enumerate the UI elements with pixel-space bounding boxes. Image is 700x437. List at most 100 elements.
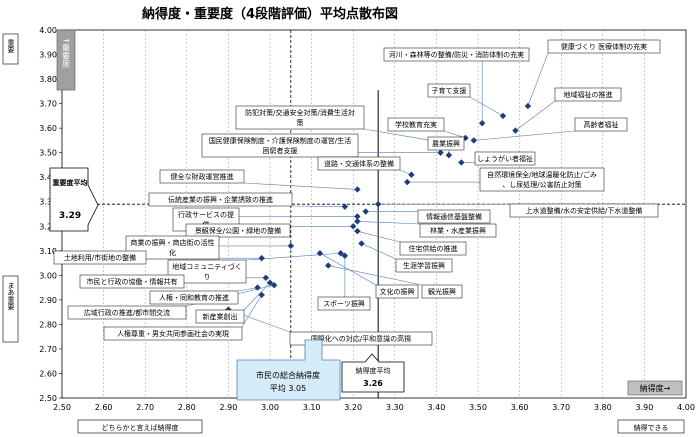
y-tick-label: 4.00 (39, 26, 57, 35)
point-label-text: 国民健康保険制度・介護保険制度の運営/生活困窮者支援 (209, 136, 351, 155)
x-tick-label: 3.20 (344, 403, 362, 412)
x-tick-label: 3.40 (427, 403, 445, 412)
point-label-box (159, 169, 245, 184)
y-tick-label: 3.80 (39, 75, 57, 84)
leader-line (243, 282, 271, 311)
point-label-text: 防犯対策/交通安全対策/消費生活対策 (245, 108, 355, 127)
overall-satisfaction-box: 市民の総合納得度 平均 3.05 (236, 339, 341, 401)
x-tick-label: 3.70 (552, 403, 570, 412)
data-point (258, 254, 265, 262)
point-label-text: しょうがい者福祉 (477, 154, 533, 163)
point-label: 市民と行政の協働・情報共有 (79, 274, 185, 289)
x-tick-label: 3.80 (594, 403, 612, 412)
x-tick-label: 3.00 (261, 403, 279, 412)
y-tick-label: 3.50 (39, 149, 57, 158)
data-point (262, 274, 270, 281)
data-point (437, 149, 444, 156)
point-label-box (79, 274, 185, 289)
point-label-text: 観光振興 (428, 287, 456, 296)
point-label: 人権・同和教育の推進 (149, 290, 239, 305)
point-label-box (395, 258, 453, 273)
point-label-box (547, 39, 661, 54)
point-label: 上水道整備/水の安定供給/下水道整備 (509, 203, 659, 218)
point-label-box (479, 167, 605, 192)
point-label: 高齢者福祉 (574, 117, 628, 132)
data-point (354, 213, 361, 220)
leader-line (328, 265, 423, 286)
data-point (524, 102, 532, 110)
data-point (354, 227, 361, 235)
point-label-text: スポーツ振興 (323, 299, 365, 308)
point-label-box (67, 305, 187, 320)
point-label-text: 人権尊重・男女共同参画社会の実現 (117, 329, 229, 338)
data-point (341, 252, 349, 259)
point-label-box (399, 241, 467, 256)
y-tick-label: 2.60 (39, 369, 57, 378)
point-label: 子育て支援 (427, 83, 471, 98)
data-point (478, 120, 486, 127)
point-label: 人権尊重・男女共同参画社会の実現 (103, 326, 243, 341)
point-label-text: 住宅供給の推進 (409, 244, 458, 253)
point-label-box (185, 223, 291, 238)
data-point (266, 279, 274, 286)
leader-line (241, 294, 262, 328)
point-label-box (125, 235, 220, 260)
x-tick-label: 2.90 (219, 403, 237, 412)
data-point (354, 186, 361, 193)
leader-line (237, 287, 258, 292)
point-label-text: 自然環境保全/地球温暖化防止/ごみ、し尿処理/公害防止対策 (487, 170, 597, 189)
x-tick-labels: 2.50 2.60 2.70 2.80 2.90 3.00 3.10 3.20 3.30 3.40… (53, 30, 695, 412)
point-label: 情報通信基盤整備 (417, 209, 491, 224)
point-label-text: 地域コミュニティづくり (172, 262, 242, 281)
point-label: 地域福祉の推進 (554, 87, 622, 102)
point-label-box (421, 284, 463, 299)
x-high-label: 納得できる (634, 423, 669, 432)
point-label-box (574, 117, 628, 132)
point-label-text: 林業・水産業振興 (430, 226, 486, 235)
point-label-text: 高齢者福祉 (584, 120, 619, 129)
point-label-text: 国際化への対応/平和意識の高揚 (311, 334, 411, 343)
x-low-label: どちらかと言えば納得度 (102, 423, 179, 432)
chart-title: 納得度・重要度（4段階評価）平均点散布図 (142, 6, 398, 22)
point-label: 農業振興 (427, 136, 465, 151)
leader-line (357, 221, 421, 225)
y-tick-label: 3.90 (39, 51, 57, 60)
x-tick-label: 3.50 (469, 403, 487, 412)
point-label: 国際化への対応/平和意識の高揚 (289, 331, 433, 346)
data-point (362, 208, 369, 215)
point-label-text: 景観保全/公園・緑地の整備 (195, 226, 281, 235)
leader-line (361, 243, 397, 260)
leader-line (319, 252, 377, 286)
importance-mean-title: 重要度平均 (53, 178, 88, 187)
point-label: 林業・水産業振興 (419, 223, 497, 238)
point-label-text: 健全な財政運営推進 (171, 172, 234, 181)
data-point (358, 240, 365, 247)
data-point (254, 284, 261, 291)
point-label-box (419, 223, 497, 238)
data-point (316, 250, 324, 257)
leader-line (291, 205, 345, 207)
y-tick-label: 3.00 (39, 271, 57, 280)
y-tick-label: 3.60 (39, 124, 57, 133)
leader-line (469, 96, 504, 117)
point-label-box (317, 156, 401, 171)
point-label-text: 市民と行政の協働・情報共有 (87, 277, 178, 286)
point-label-box (387, 117, 445, 132)
point-label-text: 商業の振興・商店街の活性化 (131, 238, 215, 257)
data-point (287, 242, 294, 250)
point-label: 生涯学習振興 (395, 258, 453, 273)
point-label: 自然環境保全/地球温暖化防止/ごみ、し尿処理/公害防止対策 (479, 167, 605, 192)
point-label: 学校教育充実 (387, 117, 445, 132)
point-label: スポーツ振興 (317, 296, 371, 311)
point-label: 広域行政の推進/都市間交流 (67, 305, 187, 320)
x-tick-label: 2.70 (136, 403, 154, 412)
point-label: 健康づくり 医療体制の充実 (547, 39, 661, 54)
data-point (512, 127, 519, 134)
point-label-box (417, 209, 491, 224)
x-tick-label: 3.60 (511, 403, 529, 412)
point-label-box (317, 296, 371, 311)
point-label-text: 農業振興 (432, 139, 460, 148)
point-label-text: 伝統産業の振興・企業誘致の推進 (168, 195, 273, 204)
data-point (404, 178, 411, 186)
